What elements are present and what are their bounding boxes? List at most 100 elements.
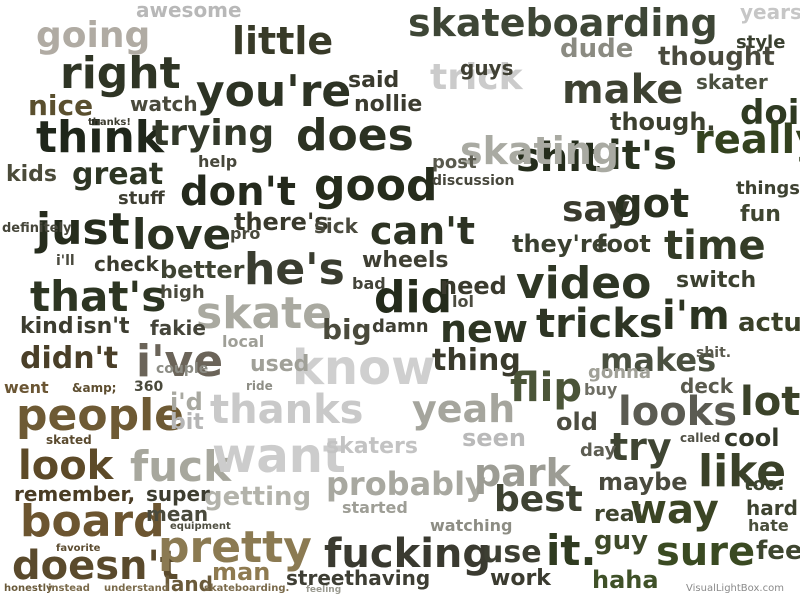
word: work (490, 566, 551, 591)
word: actually (738, 308, 800, 338)
word: probably (326, 465, 486, 503)
word: pretty (158, 522, 312, 573)
word: little (232, 19, 334, 63)
word: skaters (326, 434, 418, 459)
word: use (482, 535, 542, 570)
word: equipment (170, 521, 231, 532)
word: things (736, 178, 800, 199)
word: isn't (76, 314, 130, 339)
word: cool (724, 424, 780, 452)
word: skateboarding. (204, 583, 290, 594)
word: got (614, 181, 690, 227)
word: said (348, 68, 400, 93)
word: lot (740, 379, 800, 425)
word: deck (680, 374, 734, 398)
word: really (694, 117, 800, 163)
word: fucking (324, 531, 492, 577)
word: park (474, 451, 571, 495)
word: kind (20, 314, 74, 339)
word: help (198, 152, 238, 171)
word: gonna (588, 362, 652, 383)
word: fun (740, 202, 781, 227)
word: skated (46, 433, 92, 447)
word: need (440, 272, 507, 300)
word: new (440, 307, 528, 351)
word: it's (608, 133, 677, 179)
word: style (736, 32, 786, 53)
word: bad (352, 274, 386, 293)
word: post (432, 152, 477, 173)
word: man (212, 558, 271, 586)
word: people (16, 390, 184, 441)
word: real (594, 502, 643, 527)
word: think (36, 112, 165, 163)
word: maybe (598, 468, 688, 496)
word: used (250, 352, 310, 377)
word: thought (658, 42, 775, 72)
word: going (36, 15, 151, 56)
word: thanks (210, 387, 364, 433)
word: seen (462, 424, 526, 452)
word: better (160, 256, 245, 284)
word: discussion (432, 173, 515, 189)
word: good (314, 160, 438, 211)
word: local (222, 332, 265, 351)
word: pro (230, 224, 261, 243)
word: flip (510, 365, 582, 411)
word: fakie (150, 316, 206, 340)
word: right (60, 48, 181, 99)
word: say (562, 189, 631, 230)
word: day (580, 440, 617, 461)
word: time (664, 223, 766, 269)
word: guy (594, 526, 649, 556)
word: understand (104, 583, 169, 594)
word: thanks! (88, 117, 131, 128)
word: way (630, 487, 719, 533)
word: make (562, 67, 684, 113)
word: skater (696, 70, 768, 94)
word: great (72, 157, 164, 192)
word: buy (584, 380, 618, 399)
word: don't (180, 169, 296, 215)
word: street (286, 566, 355, 590)
word: fuck (130, 442, 232, 491)
word: does (296, 110, 414, 161)
word: mean (146, 502, 209, 526)
word: can't (370, 209, 476, 253)
word: went (4, 378, 49, 397)
word: you're (196, 66, 352, 117)
word: switch (676, 268, 757, 293)
word: &amp; (72, 381, 117, 395)
word: damn (372, 316, 429, 337)
word: called (680, 431, 721, 445)
word: doesn't (12, 543, 179, 589)
word: big (322, 313, 372, 346)
word: couple (156, 361, 209, 377)
word: that's (30, 272, 167, 321)
word: though. (610, 108, 716, 136)
word: feel (756, 536, 800, 566)
word: like (698, 446, 787, 497)
word: trying (152, 113, 275, 154)
word: favorite (56, 543, 101, 554)
word: nice (28, 89, 94, 122)
word: video (516, 258, 652, 309)
word: kids (6, 162, 58, 187)
word: did (374, 272, 453, 323)
word: i'll (56, 253, 75, 269)
word: check (94, 252, 159, 276)
word: years (740, 0, 800, 24)
word: nollie (354, 92, 423, 117)
word: shit. (696, 345, 732, 361)
word: 360 (134, 379, 164, 395)
watermark: VisualLightBox.com (686, 583, 784, 594)
word: want (212, 428, 346, 484)
word: they're (512, 230, 608, 258)
word: guys (460, 56, 514, 80)
word: didn't (20, 341, 119, 376)
word: high (160, 282, 205, 303)
word: land (164, 572, 213, 596)
word: started (342, 498, 408, 517)
word: best (494, 479, 583, 520)
